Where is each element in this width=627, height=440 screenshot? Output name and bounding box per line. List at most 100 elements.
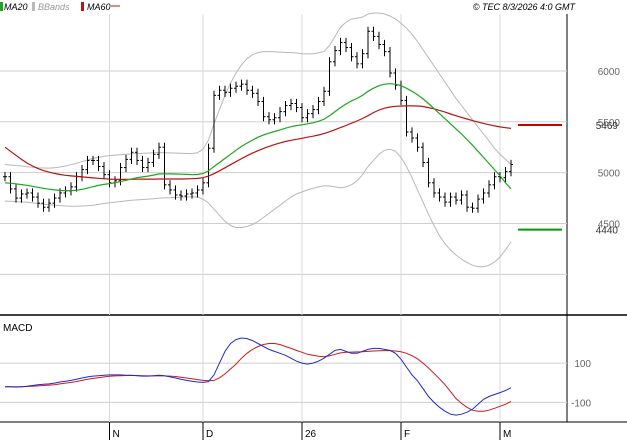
bband-lower-line bbox=[4, 148, 512, 268]
price-bar bbox=[195, 185, 200, 198]
price-bar bbox=[217, 85, 222, 100]
x-tick-label: M bbox=[503, 429, 511, 440]
price-bar bbox=[327, 57, 332, 96]
price-bar bbox=[300, 102, 304, 123]
x-tick-label: N bbox=[113, 429, 120, 440]
macd-title: MACD bbox=[3, 323, 32, 334]
price-bar bbox=[382, 39, 387, 57]
price-bar bbox=[19, 189, 24, 203]
x-tick-label: 26 bbox=[305, 429, 317, 440]
x-tick-label: F bbox=[404, 429, 410, 440]
price-bar bbox=[426, 157, 431, 188]
price-bar bbox=[41, 198, 46, 212]
price-bar bbox=[151, 149, 156, 168]
price-bar bbox=[360, 49, 365, 69]
price-bar bbox=[124, 154, 128, 173]
price-bar bbox=[476, 194, 480, 213]
price-bar bbox=[63, 186, 68, 198]
price-bar bbox=[184, 189, 189, 201]
price-bar bbox=[80, 165, 84, 182]
price-bar bbox=[261, 96, 266, 122]
price-bar bbox=[52, 193, 57, 208]
price-bar bbox=[36, 192, 40, 208]
bbands-legend-swatch bbox=[32, 2, 35, 11]
price-bar bbox=[432, 178, 436, 198]
price-bar bbox=[344, 37, 348, 53]
price-bar bbox=[487, 180, 491, 198]
price-bar bbox=[311, 105, 315, 119]
price-bar bbox=[212, 90, 216, 153]
x-axis: N D 26 F M bbox=[109, 422, 511, 440]
price-y-tick-label: 5000 bbox=[598, 169, 621, 180]
macd-y-tick-label: -100 bbox=[571, 398, 591, 409]
price-bar bbox=[135, 147, 139, 166]
price-bar bbox=[179, 190, 183, 201]
price-bar bbox=[415, 133, 420, 152]
ma60-legend-label: MA60 bbox=[87, 2, 111, 12]
price-bar bbox=[272, 113, 277, 125]
macd-line bbox=[5, 337, 512, 416]
price-bar bbox=[47, 198, 51, 212]
price-bar bbox=[393, 68, 398, 90]
price-bar bbox=[206, 143, 211, 188]
bband-upper-line bbox=[4, 12, 512, 169]
price-bar bbox=[278, 107, 282, 123]
price-bar bbox=[250, 85, 255, 98]
price-bar bbox=[25, 188, 29, 199]
macd-panel: MACD 100 -100 bbox=[0, 318, 591, 422]
price-bar bbox=[448, 192, 453, 207]
timestamp: © TEC 8/3/2026 4:0 GMT bbox=[473, 2, 577, 12]
support-level-label: 4440 bbox=[596, 226, 619, 237]
price-bar bbox=[96, 155, 101, 172]
price-bar bbox=[454, 192, 458, 205]
price-bar bbox=[443, 192, 447, 207]
price-bar bbox=[69, 182, 73, 196]
price-bar bbox=[294, 98, 299, 113]
price-bar bbox=[404, 95, 409, 137]
price-bar bbox=[140, 155, 145, 173]
price-bar bbox=[173, 185, 178, 200]
price-bar bbox=[459, 190, 464, 205]
price-bar bbox=[102, 161, 106, 180]
price-y-tick-label: 5500 bbox=[598, 118, 621, 129]
price-bar bbox=[190, 188, 194, 199]
price-bar bbox=[30, 188, 35, 202]
price-bar bbox=[421, 142, 425, 168]
price-bar bbox=[3, 172, 7, 182]
price-bar bbox=[437, 188, 442, 202]
ma20-line bbox=[4, 83, 512, 192]
ma60-line bbox=[4, 105, 512, 180]
price-bar bbox=[410, 127, 414, 143]
price-bar bbox=[503, 167, 508, 183]
price-bar bbox=[338, 37, 343, 56]
price-panel: 6000 5500 5000 4500 5469 4440 bbox=[0, 12, 621, 315]
price-bar bbox=[85, 155, 90, 175]
price-bar bbox=[168, 180, 172, 195]
price-bar bbox=[74, 172, 79, 192]
price-bar bbox=[371, 26, 376, 41]
price-bar bbox=[234, 81, 238, 93]
price-y-tick-label: 6000 bbox=[598, 67, 621, 78]
price-bar bbox=[349, 42, 354, 62]
ma20-legend-swatch bbox=[0, 2, 3, 11]
price-bar bbox=[267, 112, 271, 125]
chart-header: MA20 BBands MA60 © TEC 8/3/2026 4:0 GMT bbox=[0, 2, 576, 12]
price-bar bbox=[228, 83, 233, 97]
price-bar bbox=[256, 88, 260, 107]
price-bar bbox=[399, 80, 403, 106]
price-bar bbox=[239, 79, 244, 91]
price-bar bbox=[223, 85, 227, 97]
price-bar bbox=[129, 147, 134, 164]
price-bar bbox=[162, 142, 167, 190]
price-bar bbox=[305, 109, 310, 123]
resistance-level-label: 5469 bbox=[596, 121, 619, 132]
price-bar bbox=[113, 176, 117, 188]
price-bar bbox=[465, 190, 469, 212]
bbands-legend-label: BBands bbox=[38, 2, 70, 12]
chart-frame bbox=[0, 14, 627, 423]
price-bar bbox=[289, 98, 293, 111]
x-tick-label: D bbox=[206, 429, 213, 440]
price-bar bbox=[322, 86, 326, 107]
ma20-legend-label: MA20 bbox=[4, 2, 28, 12]
